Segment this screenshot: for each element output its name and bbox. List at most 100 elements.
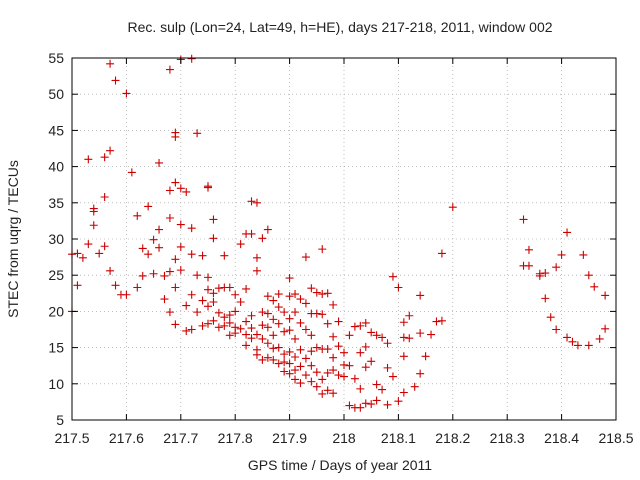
data-point (291, 308, 300, 317)
data-point (73, 281, 82, 290)
data-point (361, 399, 370, 408)
data-point (187, 250, 196, 259)
data-point (323, 319, 332, 328)
data-point (301, 299, 310, 308)
data-point (269, 355, 278, 364)
data-point (432, 317, 441, 326)
data-point (356, 348, 365, 357)
data-point (563, 333, 572, 342)
data-point (138, 244, 147, 253)
data-point (573, 341, 582, 350)
data-point (329, 389, 338, 398)
data-point (388, 272, 397, 281)
data-point (329, 366, 338, 375)
data-point (100, 242, 109, 251)
x-tick-labels: 217.5 217.6 217.7 217.8 217.9 218 218.1 218.2 21… (54, 430, 633, 446)
data-point (144, 250, 153, 259)
data-point (372, 380, 381, 389)
data-point (258, 334, 267, 343)
data-point (220, 313, 229, 322)
y-tick-label: 45 (48, 122, 64, 138)
data-point (378, 333, 387, 342)
data-point (291, 375, 300, 384)
data-point (258, 234, 267, 243)
data-point (546, 313, 555, 322)
grid (72, 58, 616, 420)
data-point (214, 308, 223, 317)
data-point (84, 240, 93, 249)
data-point (263, 225, 272, 234)
data-point (405, 334, 414, 343)
data-point (410, 382, 419, 391)
data-point (421, 352, 430, 361)
data-point (252, 330, 261, 339)
data-point (568, 337, 577, 346)
data-point (285, 314, 294, 323)
data-point (258, 308, 267, 317)
x-tick-label: 218 (332, 430, 356, 446)
data-point (356, 403, 365, 412)
data-point (345, 401, 354, 410)
data-point (127, 168, 136, 177)
data-point (280, 327, 289, 336)
data-point (291, 366, 300, 375)
data-point (334, 371, 343, 380)
data-point (165, 65, 174, 74)
data-point (584, 341, 593, 350)
data-point (601, 291, 610, 300)
data-point (225, 318, 234, 327)
data-point (263, 309, 272, 318)
y-tick-label: 5 (56, 412, 64, 428)
data-point (193, 129, 202, 138)
data-point (231, 307, 240, 316)
data-point (193, 308, 202, 317)
data-point (448, 203, 457, 212)
data-point (399, 388, 408, 397)
data-point (236, 324, 245, 333)
data-point (225, 311, 234, 320)
data-point (225, 331, 234, 340)
data-point (269, 331, 278, 340)
data-point (285, 274, 294, 283)
data-point (274, 319, 283, 328)
data-point (318, 310, 327, 319)
data-point (595, 334, 604, 343)
data-point (345, 361, 354, 370)
data-point (204, 273, 212, 282)
data-point (535, 271, 544, 280)
chart-title: Rec. sulp (Lon=24, Lat=49, h=HE), days 2… (127, 19, 552, 35)
data-point (187, 290, 196, 299)
data-point (361, 363, 370, 372)
data-point (296, 318, 305, 327)
data-point (133, 211, 142, 220)
data-point (285, 326, 294, 335)
y-tick-labels: 5 10 15 20 25 30 35 40 45 50 55 (48, 50, 64, 428)
data-point (318, 245, 327, 254)
data-point (204, 302, 212, 311)
data-point (263, 292, 272, 301)
data-point (165, 186, 174, 195)
data-point (329, 332, 338, 341)
data-point (323, 386, 332, 395)
data-point (329, 300, 338, 309)
data-point (301, 253, 310, 262)
data-point (106, 266, 115, 275)
data-point (231, 290, 240, 299)
data-point (187, 325, 196, 334)
data-point (111, 281, 120, 290)
data-point (312, 343, 321, 352)
data-point (383, 339, 392, 348)
data-point (204, 319, 212, 328)
data-point (182, 326, 191, 335)
data-point (263, 353, 272, 362)
data-point (323, 289, 332, 298)
data-point (334, 317, 343, 326)
data-point (291, 353, 300, 362)
data-point (198, 296, 207, 305)
data-point (285, 292, 294, 301)
data-point (274, 290, 283, 299)
data-point (318, 389, 327, 398)
x-tick-label: 218.1 (381, 430, 416, 446)
data-point (176, 242, 185, 251)
